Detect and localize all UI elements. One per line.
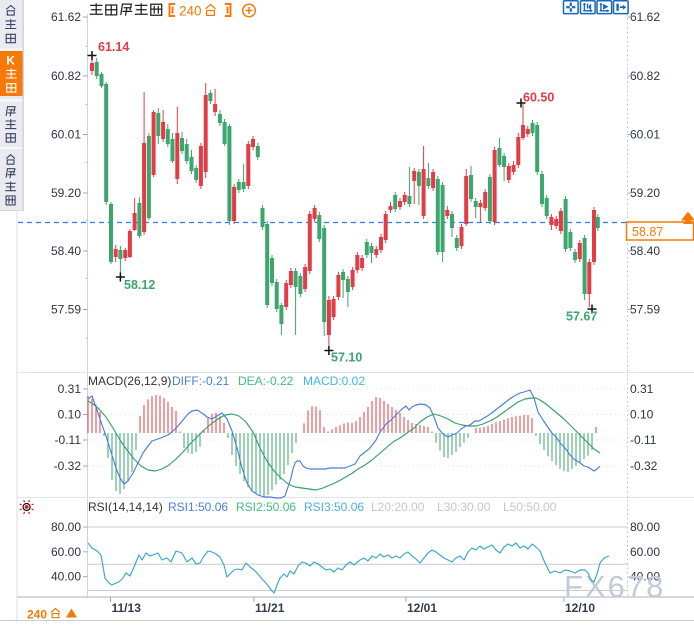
svg-text:-0.32: -0.32 xyxy=(630,459,658,473)
svg-text:57.10: 57.10 xyxy=(331,351,362,365)
svg-text:L50:50.00: L50:50.00 xyxy=(503,500,557,514)
svg-text:60.50: 60.50 xyxy=(523,91,554,105)
svg-text:0.10: 0.10 xyxy=(58,408,82,422)
svg-text:80.00: 80.00 xyxy=(630,520,660,534)
svg-text:DIFF:-0.21: DIFF:-0.21 xyxy=(172,374,230,388)
svg-text:L20:20.00: L20:20.00 xyxy=(371,500,425,514)
svg-text:60.00: 60.00 xyxy=(630,545,660,559)
svg-text:240: 240 xyxy=(179,4,202,19)
svg-text:12/10: 12/10 xyxy=(565,601,595,615)
svg-text:0.10: 0.10 xyxy=(630,408,654,422)
svg-text:-0.11: -0.11 xyxy=(630,433,657,447)
svg-text:0.31: 0.31 xyxy=(58,382,82,396)
svg-text:RSI3:50.06: RSI3:50.06 xyxy=(304,500,364,514)
svg-text:FX678: FX678 xyxy=(564,569,665,604)
svg-text:61.14: 61.14 xyxy=(98,40,129,54)
svg-text:58.40: 58.40 xyxy=(51,244,81,258)
svg-text:RSI(14,14,14): RSI(14,14,14) xyxy=(88,500,163,514)
svg-text:58.40: 58.40 xyxy=(630,244,660,258)
svg-text:40.00: 40.00 xyxy=(51,570,81,584)
svg-text:59.20: 59.20 xyxy=(51,186,81,200)
svg-text:L30:30.00: L30:30.00 xyxy=(437,500,491,514)
svg-text:11/21: 11/21 xyxy=(255,601,285,615)
svg-text:58.87: 58.87 xyxy=(632,225,663,239)
svg-text:80.00: 80.00 xyxy=(51,520,81,534)
svg-text:DEA:-0.22: DEA:-0.22 xyxy=(238,374,294,388)
svg-text:60.00: 60.00 xyxy=(51,545,81,559)
svg-text:60.82: 60.82 xyxy=(51,69,81,83)
svg-text:60.82: 60.82 xyxy=(630,69,660,83)
svg-text:11/13: 11/13 xyxy=(112,601,142,615)
svg-text:MACD:0.02: MACD:0.02 xyxy=(303,374,365,388)
svg-text:57.59: 57.59 xyxy=(630,303,660,317)
svg-text:57.67: 57.67 xyxy=(566,310,597,324)
svg-text:40.00: 40.00 xyxy=(630,570,660,584)
svg-text:12/01: 12/01 xyxy=(407,601,437,615)
svg-text:K: K xyxy=(6,54,15,68)
svg-text:-0.11: -0.11 xyxy=(55,433,82,447)
svg-text:-0.32: -0.32 xyxy=(54,459,82,473)
svg-text:60.01: 60.01 xyxy=(630,128,660,142)
svg-text:240: 240 xyxy=(27,608,47,622)
svg-text:0.31: 0.31 xyxy=(630,382,654,396)
svg-text:58.12: 58.12 xyxy=(124,278,155,292)
svg-text:RSI1:50.06: RSI1:50.06 xyxy=(168,500,228,514)
svg-text:RSI2:50.06: RSI2:50.06 xyxy=(236,500,296,514)
svg-text:57.59: 57.59 xyxy=(51,303,81,317)
svg-text:61.62: 61.62 xyxy=(51,10,81,24)
svg-text:MACD(26,12,9): MACD(26,12,9) xyxy=(88,374,171,388)
svg-text:61.62: 61.62 xyxy=(630,10,660,24)
svg-text:59.20: 59.20 xyxy=(630,186,660,200)
svg-text:60.01: 60.01 xyxy=(51,128,81,142)
